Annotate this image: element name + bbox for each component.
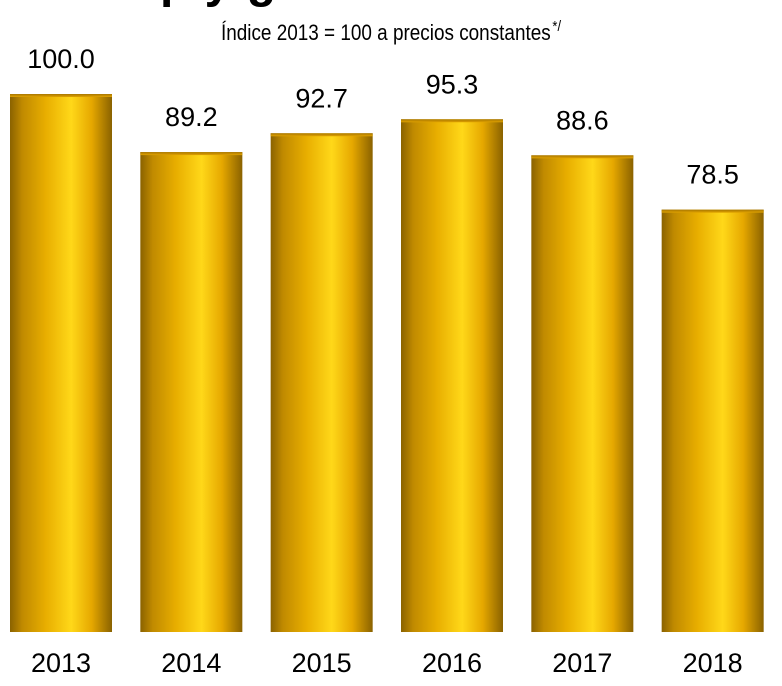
bar-top-2015 xyxy=(270,133,373,137)
bar-top-2013 xyxy=(10,94,112,97)
value-label-2017: 88.6 xyxy=(556,105,609,135)
bar-2013 xyxy=(10,94,112,632)
bar-2014 xyxy=(140,152,243,632)
value-label-2016: 95.3 xyxy=(426,69,479,99)
bar-2015 xyxy=(270,133,373,633)
value-label-2014: 89.2 xyxy=(165,102,218,132)
chart-subtitle-text: Índice 2013 = 100 a precios constantes xyxy=(220,20,551,45)
bar-top-2018 xyxy=(661,209,764,213)
value-labels-group: 100.0 89.2 92.7 95.3 88.6 78.5 xyxy=(27,44,739,190)
bar-top-2014 xyxy=(140,152,243,156)
bar-top-2016 xyxy=(401,119,503,123)
x-tick-label-2017: 2017 xyxy=(552,648,612,678)
bar-top-2017 xyxy=(531,155,634,159)
x-tick-label-2016: 2016 xyxy=(422,648,482,678)
value-label-2015: 92.7 xyxy=(295,83,348,113)
bars-group xyxy=(10,94,764,633)
chart-title-fragment: p y g xyxy=(160,0,277,9)
x-axis-tick-labels: 2013 2014 2015 2016 2017 2018 xyxy=(31,648,743,678)
x-tick-label-2014: 2014 xyxy=(161,648,221,678)
chart-subtitle-footnote: */ xyxy=(552,18,562,35)
bar-2017 xyxy=(531,155,634,632)
value-label-2013: 100.0 xyxy=(27,44,95,74)
x-tick-label-2013: 2013 xyxy=(31,648,91,678)
bar-2016 xyxy=(401,119,503,632)
chart-subtitle: Índice 2013 = 100 a precios constantes */ xyxy=(55,18,728,46)
value-label-2018: 78.5 xyxy=(686,160,739,190)
x-tick-label-2015: 2015 xyxy=(292,648,352,678)
bar-2018 xyxy=(661,209,764,633)
x-tick-label-2018: 2018 xyxy=(683,648,743,678)
